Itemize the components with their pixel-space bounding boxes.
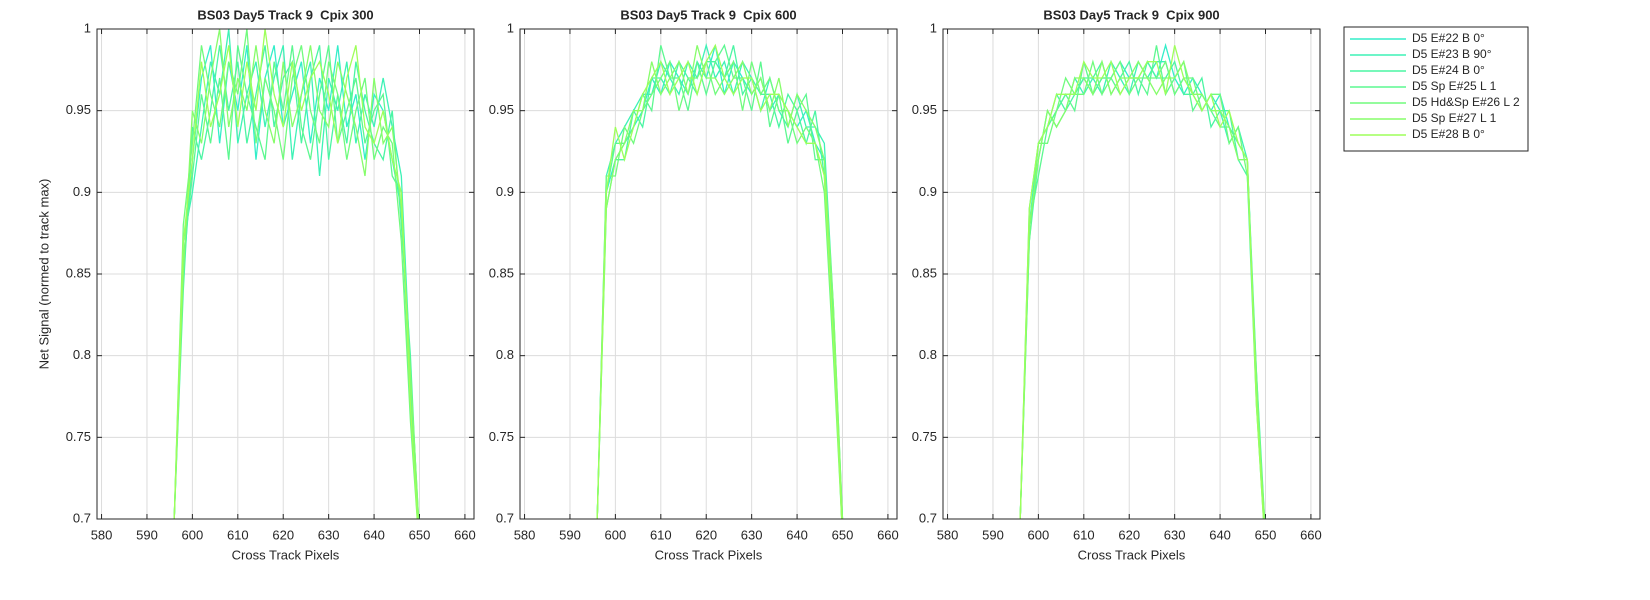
- x-tick-label: 630: [318, 527, 340, 542]
- series-line: [173, 45, 420, 519]
- y-tick-label: 0.7: [73, 510, 91, 525]
- y-tick-label: 0.75: [489, 429, 514, 444]
- series-line: [596, 45, 843, 519]
- series-line: [173, 45, 419, 519]
- series-line: [173, 29, 420, 519]
- x-tick-label: 580: [514, 527, 536, 542]
- x-axis-label: Cross Track Pixels: [655, 547, 763, 562]
- series-line: [1019, 42, 1265, 519]
- x-tick-label: 660: [454, 527, 476, 542]
- y-tick-label: 0.7: [496, 510, 514, 525]
- series-line: [596, 59, 843, 519]
- series-line: [1019, 59, 1266, 519]
- x-tick-label: 660: [877, 527, 899, 542]
- legend-label: D5 E#23 B 90°: [1412, 47, 1492, 61]
- x-tick-label: 610: [1073, 527, 1095, 542]
- axes-box: [96, 28, 475, 520]
- legend-label: D5 E#28 B 0°: [1412, 127, 1485, 141]
- x-tick-label: 600: [605, 527, 627, 542]
- x-tick-label: 660: [1300, 527, 1322, 542]
- y-tick-label: 1: [84, 20, 91, 35]
- axes-box: [519, 28, 898, 520]
- x-axis-label: Cross Track Pixels: [1078, 547, 1186, 562]
- x-axis-label: Cross Track Pixels: [232, 547, 340, 562]
- axes-box: [942, 28, 1321, 520]
- series-line: [1019, 59, 1265, 519]
- series-line: [1019, 45, 1265, 519]
- legend-label: D5 Sp E#25 L 1: [1412, 79, 1497, 93]
- x-tick-label: 610: [227, 527, 249, 542]
- plot-lines: [1019, 42, 1266, 519]
- legend-label: D5 E#24 B 0°: [1412, 63, 1485, 77]
- y-tick-label: 0.8: [496, 347, 514, 362]
- y-tick-label: 0.9: [496, 184, 514, 199]
- x-tick-label: 610: [650, 527, 672, 542]
- x-tick-label: 590: [559, 527, 581, 542]
- legend-label: D5 Sp E#27 L 1: [1412, 111, 1497, 125]
- x-tick-label: 620: [695, 527, 717, 542]
- series-line: [1019, 45, 1266, 519]
- x-tick-label: 640: [363, 527, 385, 542]
- y-tick-label: 0.95: [912, 102, 937, 117]
- y-tick-label: 0.85: [66, 265, 91, 280]
- plot-lines: [173, 29, 420, 519]
- series-line: [1019, 59, 1265, 519]
- y-tick-label: 0.8: [919, 347, 937, 362]
- x-tick-label: 580: [937, 527, 959, 542]
- y-tick-label: 0.95: [66, 102, 91, 117]
- series-line: [596, 42, 844, 519]
- y-tick-label: 0.8: [73, 347, 91, 362]
- chart-title: BS03 Day5 Track 9 Cpix 600: [620, 7, 796, 22]
- y-tick-label: 1: [507, 20, 514, 35]
- y-tick-label: 0.85: [912, 265, 937, 280]
- y-tick-label: 0.9: [73, 184, 91, 199]
- y-tick-label: 0.75: [912, 429, 937, 444]
- series-line: [596, 43, 843, 519]
- x-tick-label: 630: [1164, 527, 1186, 542]
- plot-lines: [596, 42, 844, 519]
- x-tick-label: 640: [786, 527, 808, 542]
- x-tick-label: 630: [741, 527, 763, 542]
- series-line: [173, 29, 419, 519]
- y-axis-label: Net Signal (normed to track max): [36, 179, 51, 370]
- x-tick-label: 590: [136, 527, 158, 542]
- x-tick-label: 600: [1028, 527, 1050, 542]
- y-tick-label: 0.9: [919, 184, 937, 199]
- series-line: [596, 45, 843, 519]
- chart-title: BS03 Day5 Track 9 Cpix 300: [197, 7, 373, 22]
- y-tick-label: 0.7: [919, 510, 937, 525]
- legend-label: D5 E#22 B 0°: [1412, 31, 1485, 45]
- series-line: [596, 45, 844, 519]
- x-tick-label: 590: [982, 527, 1004, 542]
- legend-box: [1343, 26, 1529, 152]
- y-tick-label: 0.95: [489, 102, 514, 117]
- x-tick-label: 650: [832, 527, 854, 542]
- series-line: [596, 43, 844, 519]
- series-line: [1019, 59, 1266, 519]
- x-tick-label: 650: [1255, 527, 1277, 542]
- legend-label: D5 Hd&Sp E#26 L 2: [1412, 95, 1520, 109]
- legend: D5 E#22 B 0° D5 E#23 B 90° D5 E#24 B 0° D5 …: [1343, 26, 1529, 152]
- x-tick-label: 620: [1118, 527, 1140, 542]
- chart-title: BS03 Day5 Track 9 Cpix 900: [1043, 7, 1219, 22]
- y-tick-label: 0.85: [489, 265, 514, 280]
- x-tick-label: 620: [272, 527, 294, 542]
- y-tick-label: 0.75: [66, 429, 91, 444]
- y-tick-label: 1: [930, 20, 937, 35]
- series-line: [173, 45, 419, 519]
- x-tick-label: 580: [91, 527, 113, 542]
- x-tick-label: 640: [1209, 527, 1231, 542]
- x-tick-label: 650: [409, 527, 431, 542]
- x-tick-label: 600: [182, 527, 204, 542]
